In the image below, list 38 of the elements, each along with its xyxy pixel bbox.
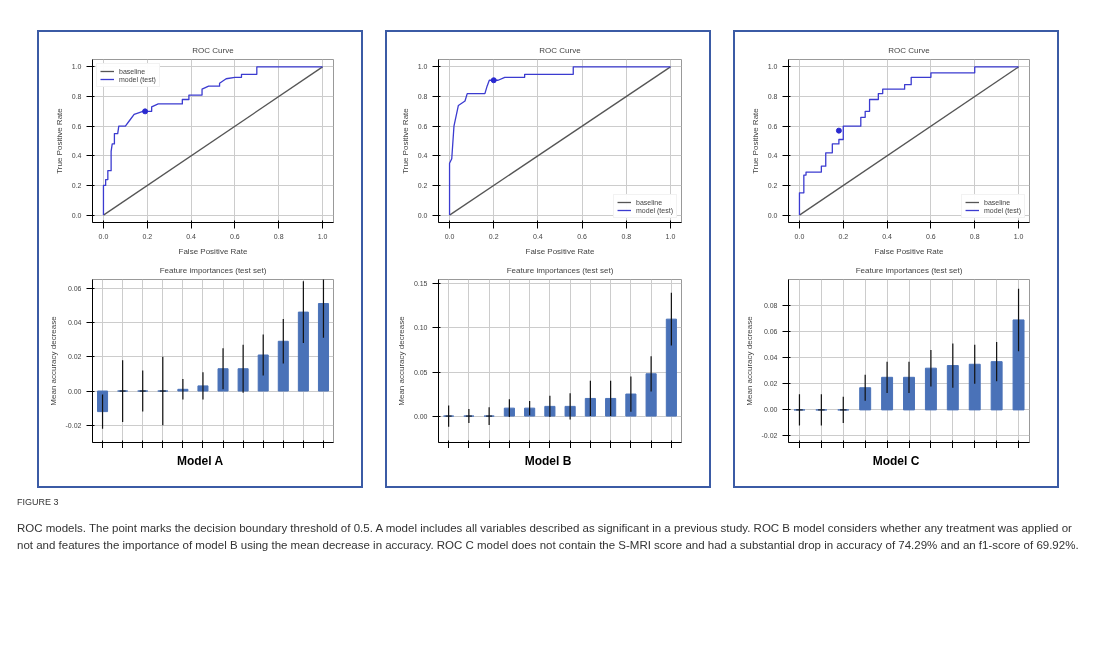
y-axis-title: Mean accuracy decrease (744, 315, 754, 406)
y-axis-title: True Positive Rate (750, 107, 760, 174)
bar (97, 390, 109, 413)
chart-title: ROC Curve (888, 45, 931, 55)
bar (503, 407, 515, 417)
bar (584, 397, 596, 417)
bar (924, 367, 937, 411)
bar (859, 387, 872, 411)
y-axis-title: Mean accuracy decrease (396, 315, 406, 406)
y-axis-title: True Positive Rate (54, 107, 64, 174)
text: Model A (175, 453, 225, 470)
chart-title: ROC Curve (192, 45, 235, 55)
bar (990, 361, 1003, 411)
x-axis-title: False Positive Rate (874, 246, 945, 256)
bar (317, 303, 329, 392)
x-axis-title: False Positive Rate (178, 246, 249, 256)
chart-title: ROC Curve (539, 45, 582, 55)
text: ROC models. The point marks the decision boundary threshold of 0.5. A model includes all variables described as significant in a previous study. ROC B model considers whether any treatment was applied or not and features the importance of model B using the mean decrease in accuracy. ROC C model does not contain the S-MRI score and had a substantial drop in accuracy of 74.29% and an f1-score of 69.92%. (17, 521, 1080, 553)
chart-title: Feature importances (test set) (159, 265, 267, 275)
bar (946, 365, 959, 411)
chart-title: Feature importances (test set) (506, 265, 614, 275)
bar (881, 376, 894, 411)
y-axis-title: Mean accuracy decrease (48, 315, 58, 406)
bar (257, 354, 269, 392)
bar (524, 407, 536, 417)
y-axis-title: True Positive Rate (400, 107, 410, 174)
chart-title: Feature importances (test set) (855, 265, 963, 275)
bar (1012, 319, 1025, 411)
bar (645, 373, 657, 417)
bar (277, 340, 289, 392)
bar (968, 363, 981, 411)
caption: FIGURE 3 (17, 496, 60, 509)
bar (665, 318, 677, 417)
text: Model C (871, 453, 921, 470)
bar (297, 311, 309, 392)
x-axis-title: False Positive Rate (525, 246, 596, 256)
bar (605, 397, 617, 417)
text: Model B (523, 453, 573, 470)
